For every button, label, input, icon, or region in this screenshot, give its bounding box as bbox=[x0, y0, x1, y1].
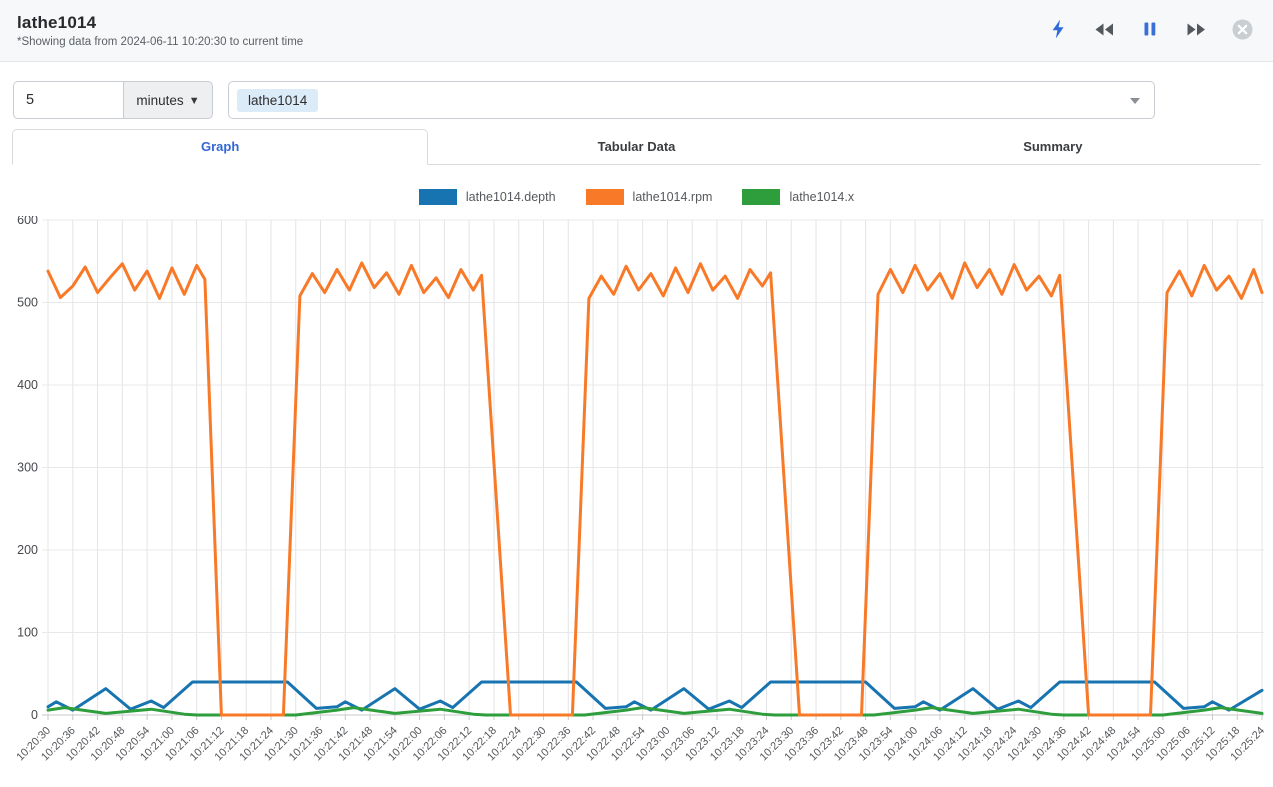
legend-item-rpm[interactable]: lathe1014.rpm bbox=[585, 189, 713, 205]
tab-tabular-data[interactable]: Tabular Data bbox=[597, 139, 676, 154]
svg-text:500: 500 bbox=[17, 296, 38, 310]
duration-value-input[interactable] bbox=[13, 81, 123, 119]
fast-forward-icon bbox=[1187, 23, 1206, 39]
duration-group: minutes ▼ bbox=[13, 81, 213, 119]
query-controls: minutes ▼ lathe1014 bbox=[0, 62, 1273, 129]
fast-forward-button[interactable] bbox=[1185, 20, 1207, 42]
rpm-series-swatch bbox=[585, 189, 624, 205]
tab-graph[interactable]: Graph bbox=[12, 129, 429, 165]
flash-icon bbox=[1050, 19, 1066, 42]
pause-icon bbox=[1144, 22, 1156, 39]
svg-text:200: 200 bbox=[17, 543, 38, 557]
pause-button[interactable] bbox=[1139, 20, 1161, 42]
close-button[interactable] bbox=[1231, 19, 1253, 43]
legend-label: lathe1014.rpm bbox=[632, 190, 713, 204]
chevron-down-icon: ▼ bbox=[188, 95, 200, 107]
chart-area[interactable]: 10:20:30 10:20:36 10:20:42 10:20:48 10:20:54… bbox=[0, 213, 1273, 787]
svg-text:0: 0 bbox=[31, 708, 38, 722]
dropdown-caret-icon[interactable] bbox=[1130, 98, 1140, 104]
svg-text:600: 600 bbox=[17, 216, 38, 227]
header: lathe1014 *Showing data from 2024-06-11 … bbox=[0, 0, 1273, 62]
tag-token[interactable]: lathe1014 bbox=[237, 88, 319, 112]
legend-label: lathe1014.depth bbox=[465, 190, 556, 204]
tab-bar: Graph Tabular Data Summary bbox=[12, 129, 1261, 165]
duration-unit-label: minutes bbox=[136, 92, 184, 108]
duration-unit-select[interactable]: minutes ▼ bbox=[123, 81, 213, 119]
svg-text:300: 300 bbox=[17, 461, 38, 475]
legend-item-depth[interactable]: lathe1014.depth bbox=[418, 189, 556, 205]
page-title: lathe1014 bbox=[17, 13, 97, 32]
flash-button[interactable] bbox=[1047, 19, 1069, 42]
rewind-icon bbox=[1095, 23, 1114, 39]
tag-select-input[interactable]: lathe1014 bbox=[228, 81, 1155, 119]
timeseries-chart[interactable]: 10:20:3010:20:3610:20:4210:20:4810:20:54… bbox=[0, 213, 1273, 787]
header-actions bbox=[1047, 19, 1253, 43]
rewind-button[interactable] bbox=[1093, 20, 1115, 42]
data-range-note: *Showing data from 2024-06-11 10:20:30 t… bbox=[17, 36, 304, 48]
depth-series-swatch bbox=[418, 189, 457, 205]
svg-text:400: 400 bbox=[17, 378, 38, 392]
x-series-swatch bbox=[742, 189, 781, 205]
legend-item-x[interactable]: lathe1014.x bbox=[742, 189, 854, 205]
legend-label: lathe1014.x bbox=[789, 190, 855, 204]
chart-legend: lathe1014.depth lathe1014.rpm lathe1014.… bbox=[0, 188, 1273, 206]
close-icon bbox=[1232, 19, 1253, 43]
svg-text:100: 100 bbox=[17, 626, 38, 640]
tab-summary[interactable]: Summary bbox=[1023, 139, 1083, 154]
